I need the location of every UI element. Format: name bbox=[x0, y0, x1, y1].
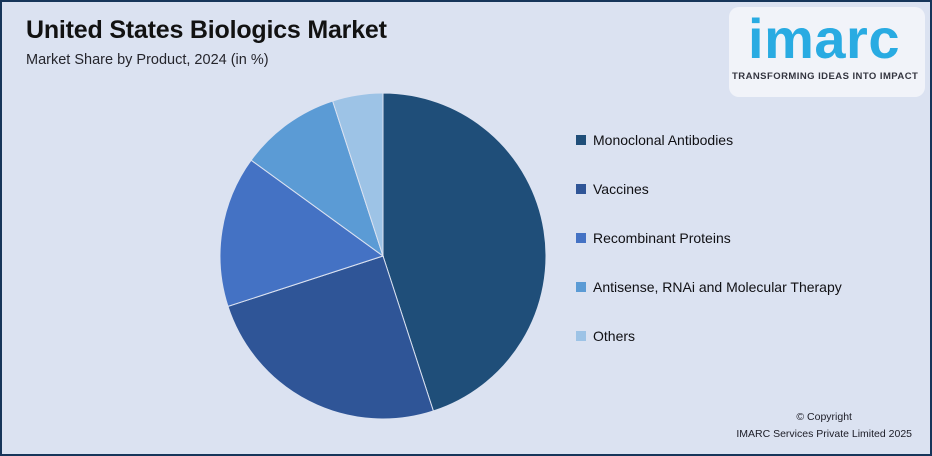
page-title: United States Biologics Market bbox=[26, 16, 387, 44]
imarc-logo: imarc TRANSFORMING IDEAS INTO IMPACT bbox=[732, 7, 919, 83]
pie-chart bbox=[218, 91, 548, 421]
legend-swatch bbox=[576, 282, 586, 292]
copyright-line1: © Copyright bbox=[796, 411, 852, 424]
imarc-wordmark: imarc bbox=[748, 7, 900, 70]
legend-item: Monoclonal Antibodies bbox=[576, 132, 842, 148]
copyright-block: © Copyright IMARC Services Private Limit… bbox=[736, 409, 912, 442]
legend-swatch bbox=[576, 233, 586, 243]
legend-label: Antisense, RNAi and Molecular Therapy bbox=[593, 279, 842, 295]
legend-label: Monoclonal Antibodies bbox=[593, 132, 734, 148]
legend: Monoclonal Antibodies Vaccines Recombinant… bbox=[576, 132, 842, 344]
legend-label: Vaccines bbox=[593, 181, 649, 197]
legend-item: Recombinant Proteins bbox=[576, 230, 842, 246]
legend-item: Others bbox=[576, 328, 842, 344]
pie-slice-monoclonal-antibodies bbox=[382, 92, 547, 412]
legend-swatch bbox=[576, 135, 586, 145]
page-subtitle: Market Share by Product, 2024 (in %) bbox=[26, 52, 269, 68]
pie-slice-antisense-rnai-and-molecular-therapy bbox=[250, 100, 384, 258]
pie-slice-others bbox=[331, 92, 384, 257]
logo-panel bbox=[729, 7, 925, 97]
legend-label: Recombinant Proteins bbox=[593, 230, 731, 246]
legend-item: Vaccines bbox=[576, 181, 842, 197]
imarc-tagline: TRANSFORMING IDEAS INTO IMPACT bbox=[732, 71, 919, 82]
pie-slice-vaccines bbox=[227, 255, 435, 420]
legend-item: Antisense, RNAi and Molecular Therapy bbox=[576, 279, 842, 295]
copyright-line2: IMARC Services Private Limited 2025 bbox=[736, 427, 912, 440]
pie-slice-recombinant-proteins bbox=[219, 159, 385, 308]
pie-svg bbox=[219, 92, 547, 420]
legend-swatch bbox=[576, 331, 586, 341]
legend-swatch bbox=[576, 184, 586, 194]
header: United States Biologics Market Market Sh… bbox=[26, 16, 387, 68]
legend-label: Others bbox=[593, 328, 636, 344]
